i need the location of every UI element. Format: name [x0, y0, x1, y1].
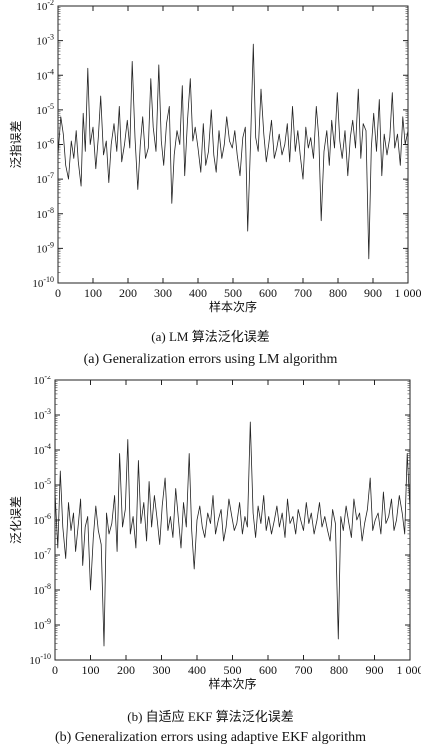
y-tick-label: 10-9 [36, 240, 54, 255]
x-tick-label: 200 [117, 663, 135, 677]
x-tick-label: 0 [55, 286, 61, 300]
x-tick-label: 700 [295, 663, 313, 677]
y-tick-label: 10-4 [33, 442, 51, 457]
y-tick-label: 10-7 [36, 171, 54, 186]
chart-b-svg: 10-2 10-3 10-4 10-5 10-6 10-7 10-8 10-9 10-100 10… [9, 372, 421, 691]
x-tick-label: 0 [52, 663, 58, 677]
x-tick-label: 100 [82, 663, 100, 677]
caption-b-en: (b) Generalization errors using adaptive… [54, 730, 366, 745]
x-tick-label: 1 000 [395, 286, 421, 300]
y-axis-label: 泛指误差 [8, 120, 23, 168]
x-tick-label: 800 [330, 663, 348, 677]
x-tick-label: 400 [189, 286, 207, 300]
x-axis-label: 样本次序 [209, 299, 257, 314]
y-tick-label: 10-8 [33, 582, 51, 597]
x-tick-label: 100 [84, 286, 102, 300]
y-axis-label: 泛化误差 [9, 496, 23, 544]
y-tick-label: 10-5 [33, 477, 51, 492]
x-tick-label: 800 [329, 286, 347, 300]
y-tick-label: 10-7 [33, 547, 51, 562]
x-tick-label: 400 [188, 663, 206, 677]
y-tick-label: 10-9 [33, 617, 51, 632]
y-tick-label: 10-6 [33, 512, 51, 527]
x-tick-label: 300 [153, 663, 171, 677]
caption-b-cn: (b) 自适应 EKF 算法泛化误差 [127, 709, 294, 724]
x-tick-label: 600 [259, 286, 277, 300]
x-tick-label: 300 [154, 286, 172, 300]
x-tick-label: 900 [364, 286, 382, 300]
y-tick-label: 10-4 [36, 67, 54, 82]
y-tick-label: 10-5 [36, 102, 54, 117]
y-tick-label: 10-10 [32, 275, 54, 290]
chart-panel-a: 10-2 10-3 10-4 10-5 10-6 10-7 10-8 10-9 10-10 0 10… [8, 0, 421, 367]
x-tick-label: 900 [366, 663, 384, 677]
x-tick-label: 200 [119, 286, 137, 300]
chart-a-svg: 10-2 10-3 10-4 10-5 10-6 10-7 10-8 10-9 10-100 10… [8, 0, 421, 314]
y-tick-label: 10-3 [36, 33, 54, 48]
series-line [57, 43, 409, 260]
y-tick-label: 10-2 [36, 0, 54, 13]
caption-a-cn: (a) LM 算法泛化误差 [151, 329, 270, 344]
x-tick-label: 600 [259, 663, 277, 677]
y-tick-label: 10-3 [33, 407, 51, 422]
x-axis-label: 样本次序 [208, 676, 256, 691]
caption-a-en: (a) Generalization errors using LM algor… [83, 352, 338, 367]
x-tick-label: 500 [224, 286, 242, 300]
chart-panel-b: 10-2 10-3 10-4 10-5 10-6 10-7 10-8 10-9 10-10 0 10… [0, 372, 421, 752]
y-tick-label: 10-10 [29, 652, 51, 667]
series-line [54, 421, 411, 647]
x-tick-label: 1 000 [397, 663, 421, 677]
y-tick-label: 10-6 [36, 137, 54, 152]
y-tick-label: 10-2 [33, 376, 51, 387]
y-tick-label: 10-8 [36, 206, 54, 221]
x-tick-label: 500 [224, 663, 242, 677]
x-tick-label: 700 [294, 286, 312, 300]
